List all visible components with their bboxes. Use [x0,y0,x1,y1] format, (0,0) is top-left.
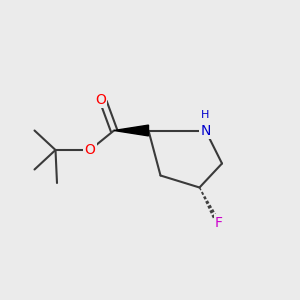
Text: H: H [201,110,210,120]
Text: F: F [215,216,223,230]
Text: O: O [85,143,95,157]
Text: N: N [200,124,211,137]
Polygon shape [114,125,148,136]
Text: O: O [95,93,106,107]
